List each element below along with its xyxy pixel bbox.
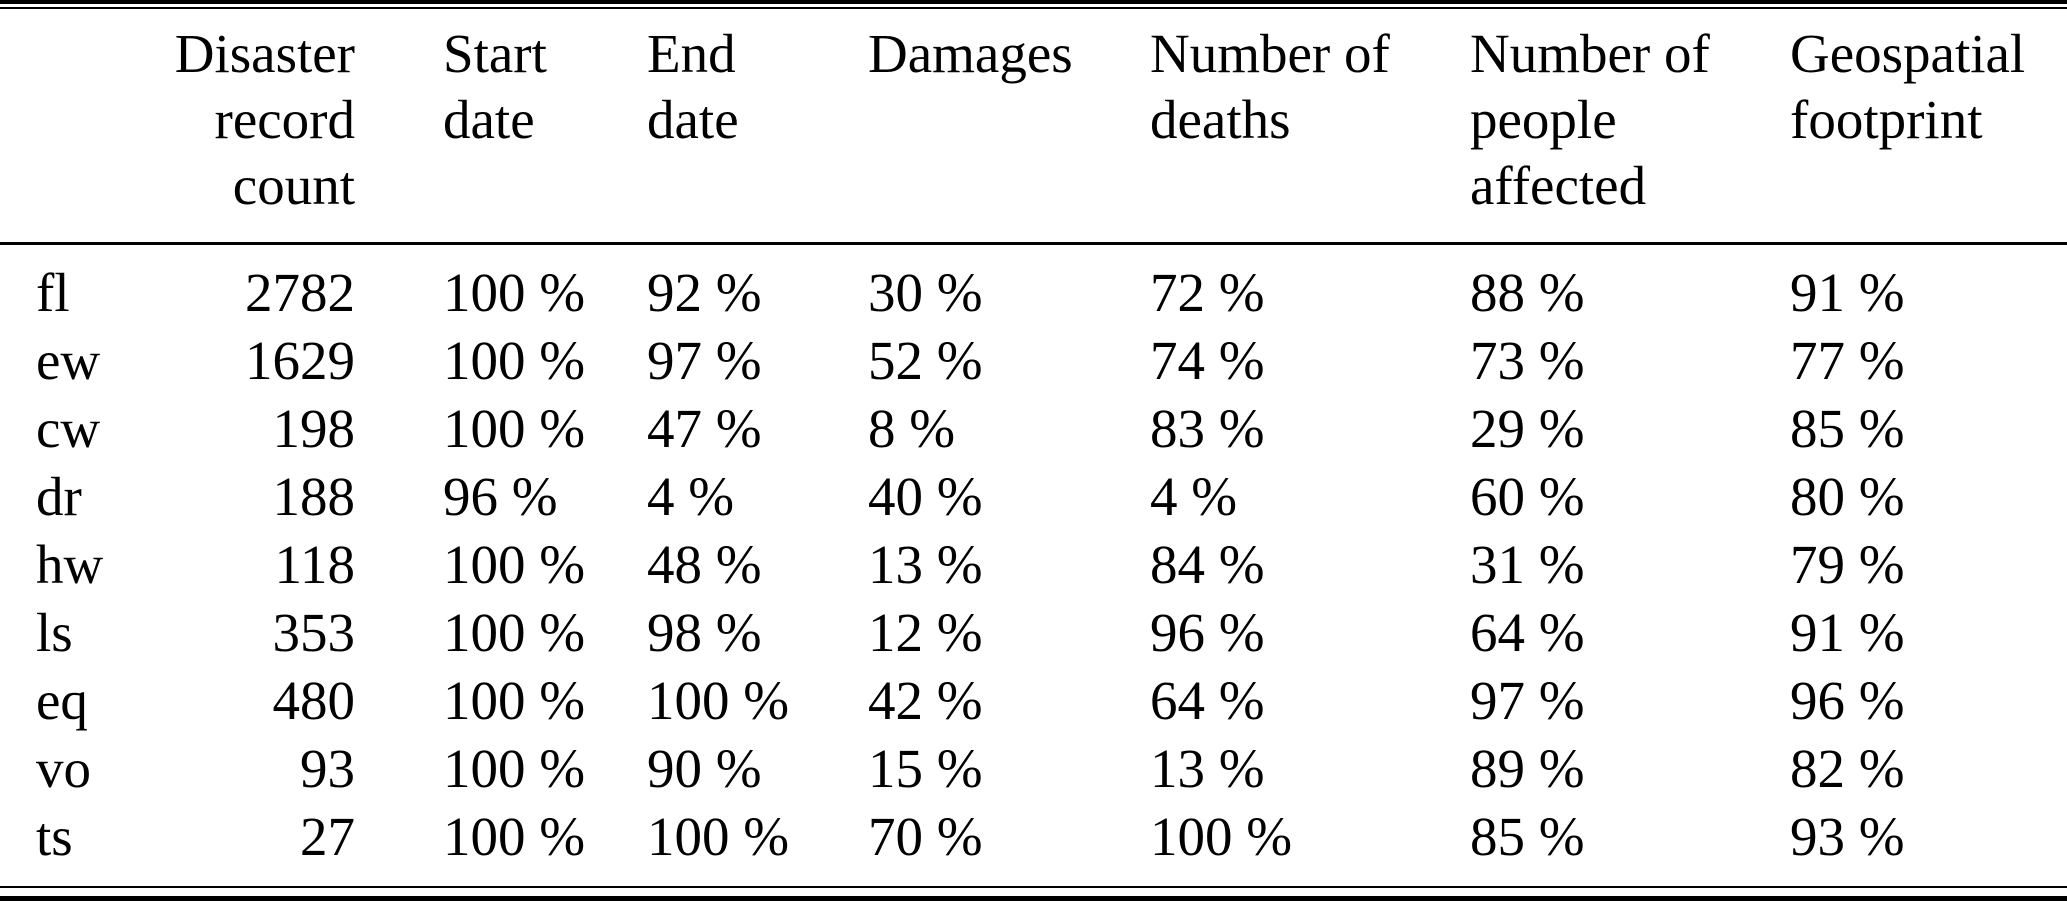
table-row-hw: hw 118 100 % 48 % 13 % 84 % 31 % 79 % — [0, 531, 2067, 599]
cell-start-date: 100 % — [443, 601, 586, 663]
cell-end-date: 4 % — [647, 465, 735, 527]
cell-count: 2782 — [245, 261, 355, 323]
cell-deaths: 4 % — [1150, 465, 1238, 527]
cell-end-date: 97 % — [647, 329, 762, 391]
cell-count: 480 — [272, 669, 356, 731]
cell-damages: 13 % — [868, 533, 983, 595]
column-header-damages: Damages — [868, 9, 1150, 245]
column-header-geospatial-footprint: Geospatial footprint — [1790, 9, 2067, 245]
column-header-blank — [0, 9, 161, 245]
cell-affected: 85 % — [1470, 805, 1585, 867]
cell-affected: 31 % — [1470, 533, 1585, 595]
cell-end-date: 92 % — [647, 261, 762, 323]
cell-count: 188 — [272, 465, 356, 527]
table-row-vo: vo 93 100 % 90 % 15 % 13 % 89 % 82 % — [0, 735, 2067, 803]
cell-footprint: 77 % — [1790, 329, 1905, 391]
cell-affected: 64 % — [1470, 601, 1585, 663]
disaster-attributes-table: Disaster record count Start date End dat… — [0, 9, 2067, 888]
top-thick-rule — [0, 0, 2067, 4]
row-label: ew — [36, 329, 101, 391]
table-row-ls: ls 353 100 % 98 % 12 % 96 % 64 % 91 % — [0, 599, 2067, 667]
cell-count: 27 — [300, 805, 355, 867]
cell-damages: 52 % — [868, 329, 983, 391]
cell-affected: 88 % — [1470, 261, 1585, 323]
cell-damages: 42 % — [868, 669, 983, 731]
row-label: dr — [36, 465, 82, 527]
cell-damages: 15 % — [868, 737, 983, 799]
cell-affected: 89 % — [1470, 737, 1585, 799]
cell-deaths: 84 % — [1150, 533, 1265, 595]
cell-deaths: 100 % — [1150, 805, 1293, 867]
table-row-dr: dr 188 96 % 4 % 40 % 4 % 60 % 80 % — [0, 463, 2067, 531]
cell-affected: 60 % — [1470, 465, 1585, 527]
cell-footprint: 82 % — [1790, 737, 1905, 799]
cell-count: 1629 — [245, 329, 355, 391]
cell-deaths: 96 % — [1150, 601, 1265, 663]
cell-end-date: 48 % — [647, 533, 762, 595]
cell-footprint: 91 % — [1790, 261, 1905, 323]
cell-damages: 30 % — [868, 261, 983, 323]
cell-start-date: 100 % — [443, 397, 586, 459]
cell-footprint: 91 % — [1790, 601, 1905, 663]
cell-deaths: 83 % — [1150, 397, 1265, 459]
header-row: Disaster record count Start date End dat… — [0, 9, 2067, 245]
table-body: fl 2782 100 % 92 % 30 % 72 % 88 % 91 % e… — [0, 243, 2067, 887]
cell-footprint: 85 % — [1790, 397, 1905, 459]
cell-count: 118 — [274, 533, 355, 595]
table-header: Disaster record count Start date End dat… — [0, 9, 2067, 245]
cell-start-date: 100 % — [443, 737, 586, 799]
row-label: ts — [36, 805, 73, 867]
cell-footprint: 96 % — [1790, 669, 1905, 731]
bottom-thick-rule — [0, 896, 2067, 901]
top-thin-rule — [0, 7, 2067, 9]
table-row-ew: ew 1629 100 % 97 % 52 % 74 % 73 % 77 % — [0, 327, 2067, 395]
cell-start-date: 100 % — [443, 805, 586, 867]
cell-end-date: 98 % — [647, 601, 762, 663]
table-row-ts: ts 27 100 % 100 % 70 % 100 % 85 % 93 % — [0, 803, 2067, 887]
column-header-end-date: End date — [647, 9, 868, 245]
cell-end-date: 47 % — [647, 397, 762, 459]
row-label: fl — [36, 261, 70, 323]
row-label: vo — [36, 737, 91, 799]
column-header-number-of-people-affected: Number of people affected — [1470, 9, 1790, 245]
cell-damages: 8 % — [868, 397, 956, 459]
cell-deaths: 74 % — [1150, 329, 1265, 391]
cell-deaths: 72 % — [1150, 261, 1265, 323]
cell-start-date: 100 % — [443, 669, 586, 731]
cell-footprint: 79 % — [1790, 533, 1905, 595]
cell-damages: 70 % — [868, 805, 983, 867]
cell-damages: 40 % — [868, 465, 983, 527]
cell-start-date: 100 % — [443, 329, 586, 391]
cell-damages: 12 % — [868, 601, 983, 663]
row-label: cw — [36, 397, 101, 459]
row-label: hw — [36, 533, 104, 595]
column-header-start-date: Start date — [443, 9, 647, 245]
cell-affected: 73 % — [1470, 329, 1585, 391]
cell-end-date: 100 % — [647, 805, 790, 867]
table-row-fl: fl 2782 100 % 92 % 30 % 72 % 88 % 91 % — [0, 243, 2067, 327]
column-header-number-of-deaths: Number of deaths — [1150, 9, 1470, 245]
row-label: ls — [36, 601, 73, 663]
cell-count: 198 — [272, 397, 356, 459]
cell-footprint: 93 % — [1790, 805, 1905, 867]
cell-deaths: 13 % — [1150, 737, 1265, 799]
cell-affected: 29 % — [1470, 397, 1585, 459]
cell-start-date: 100 % — [443, 261, 586, 323]
table-row-eq: eq 480 100 % 100 % 42 % 64 % 97 % 96 % — [0, 667, 2067, 735]
table-row-cw: cw 198 100 % 47 % 8 % 83 % 29 % 85 % — [0, 395, 2067, 463]
cell-count: 93 — [300, 737, 355, 799]
cell-end-date: 100 % — [647, 669, 790, 731]
cell-end-date: 90 % — [647, 737, 762, 799]
cell-deaths: 64 % — [1150, 669, 1265, 731]
cell-start-date: 100 % — [443, 533, 586, 595]
cell-footprint: 80 % — [1790, 465, 1905, 527]
column-header-disaster-record-count: Disaster record count — [161, 9, 443, 245]
cell-count: 353 — [272, 601, 356, 663]
row-label: eq — [36, 669, 88, 731]
cell-affected: 97 % — [1470, 669, 1585, 731]
cell-start-date: 96 % — [443, 465, 558, 527]
